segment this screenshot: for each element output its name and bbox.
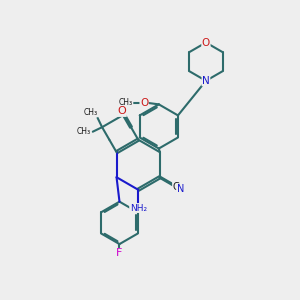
Text: CH₃: CH₃ xyxy=(77,127,91,136)
Text: O: O xyxy=(202,38,210,47)
Text: CH₃: CH₃ xyxy=(119,98,133,107)
Text: CH₃: CH₃ xyxy=(84,108,98,117)
Text: NH₂: NH₂ xyxy=(130,203,147,212)
Text: C: C xyxy=(172,182,179,191)
Text: O: O xyxy=(140,98,148,108)
Text: F: F xyxy=(116,248,123,259)
Text: N: N xyxy=(202,76,210,86)
Text: O: O xyxy=(118,106,126,116)
Text: N: N xyxy=(177,184,184,194)
